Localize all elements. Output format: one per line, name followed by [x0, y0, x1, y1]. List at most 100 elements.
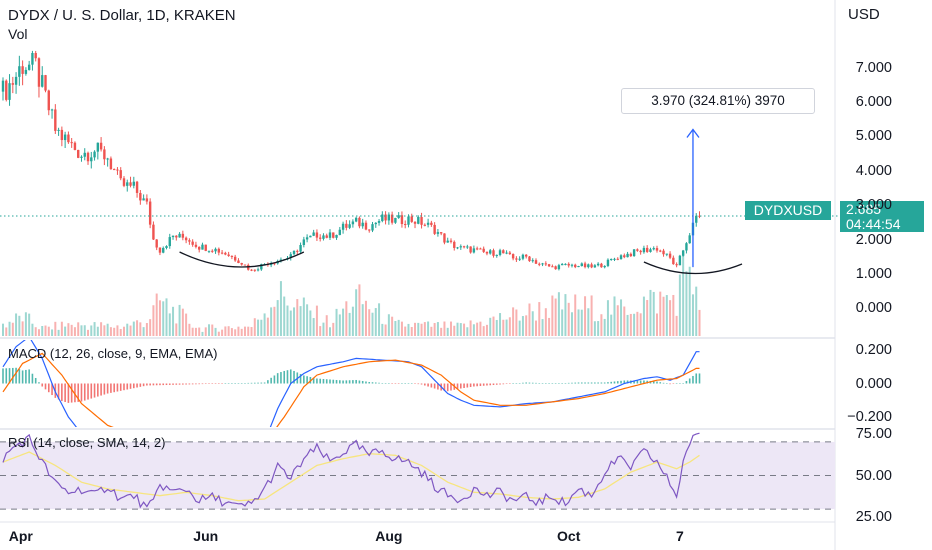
macd-histogram-bar [509, 383, 511, 384]
target-arrow-head [686, 128, 700, 138]
candle-body [99, 142, 103, 150]
candle-body [70, 142, 73, 144]
macd-histogram-bar [335, 379, 338, 384]
candle-body [662, 250, 665, 255]
macd-histogram-bar [306, 376, 308, 384]
volume-bar [100, 322, 103, 336]
candle-body [18, 66, 21, 77]
macd-histogram-bar [545, 383, 547, 384]
candle-body [534, 260, 538, 264]
macd-histogram-bar [15, 367, 17, 384]
volume-bar [394, 320, 397, 336]
volume-bar [508, 317, 511, 336]
macd-histogram-bar [495, 383, 498, 385]
volume-bar [47, 326, 50, 336]
volume-bar [371, 312, 374, 336]
volume-bar [531, 311, 534, 336]
volume-bar [538, 302, 541, 336]
volume-bar [221, 329, 224, 336]
candle-body [318, 237, 322, 239]
macd-histogram-bar [352, 380, 354, 384]
volume-bar [449, 321, 452, 336]
volume-bar [178, 304, 181, 336]
candle-body [469, 246, 472, 253]
volume-bar [489, 317, 492, 336]
candle-body [659, 250, 662, 252]
volume-bar [512, 307, 515, 336]
macd-histogram-bar [175, 383, 178, 385]
macd-histogram-bar [450, 383, 452, 391]
volume-bar [561, 309, 564, 336]
macd-histogram-bar [466, 383, 469, 388]
volume-bar [417, 322, 420, 336]
candle-body [325, 235, 328, 238]
macd-histogram-bar [551, 383, 554, 384]
macd-histogram-bar [424, 383, 426, 386]
candle-body [11, 83, 15, 85]
candle-body [5, 80, 8, 100]
y-tick-label: 0.000 [855, 375, 892, 392]
volume-bar [672, 294, 675, 336]
candle-body [698, 215, 701, 217]
volume-bar [518, 320, 521, 336]
macd-histogram-bar [482, 383, 485, 386]
macd-histogram-bar [384, 383, 387, 384]
chart-title: DYDX / U. S. Dollar, 1D, KRAKEN [8, 7, 236, 24]
macd-histogram-bar [260, 382, 263, 384]
macd-histogram-bar [325, 379, 328, 384]
volume-bar [21, 321, 24, 336]
macd-histogram-bar [231, 383, 233, 384]
candle-body [583, 263, 587, 268]
y-tick-label: 0.200 [855, 342, 892, 359]
macd-histogram-bar [172, 383, 174, 385]
volume-bar [145, 323, 148, 336]
candle-body [364, 222, 368, 230]
macd-histogram-bar [97, 383, 99, 397]
candle-body [47, 90, 50, 111]
volume-bar [172, 306, 175, 336]
macd-histogram-bar [698, 373, 701, 384]
macd-histogram-bar [669, 383, 671, 385]
candle-body [351, 221, 355, 225]
macd-histogram-bar [204, 383, 207, 385]
volume-bar [433, 323, 436, 336]
candle-body [345, 223, 348, 228]
volume-bar [593, 321, 596, 336]
price-range-annotation[interactable]: 3.970 (324.81%) 3970 [621, 88, 815, 114]
macd-histogram-bar [116, 383, 119, 392]
volume-bar [250, 327, 253, 336]
volume-bar [469, 320, 472, 336]
candle-body [374, 222, 377, 225]
volume-bar [96, 326, 99, 336]
macd-histogram-bar [561, 383, 563, 384]
macd-histogram-bar [201, 383, 204, 385]
volume-bar [525, 315, 528, 336]
bar-countdown: 04:44:54 [846, 216, 901, 232]
candle-body [31, 52, 34, 65]
y-tick-label: 7.000 [855, 59, 892, 76]
volume-bar [116, 325, 119, 336]
candle-body [354, 217, 358, 222]
macd-histogram-bar [538, 382, 541, 384]
volume-bar [185, 313, 188, 336]
volume-bar [257, 319, 260, 336]
macd-histogram-bar [554, 383, 557, 384]
volume-bar [404, 326, 407, 336]
macd-title: MACD (12, 26, close, 9, EMA, EMA) [8, 346, 218, 361]
volume-bar [142, 327, 145, 336]
candle-body [237, 260, 240, 264]
volume-bar [139, 322, 142, 336]
candle-body [165, 246, 168, 248]
candle-body [593, 265, 597, 268]
volume-bar [646, 300, 649, 336]
candle-body [645, 247, 649, 252]
volume-bar [214, 327, 217, 336]
macd-histogram-bar [342, 380, 344, 384]
candle-body [8, 83, 11, 100]
volume-bar [387, 314, 390, 336]
candle-body [54, 109, 57, 131]
candle-body [619, 255, 623, 260]
volume-bar [217, 331, 220, 336]
